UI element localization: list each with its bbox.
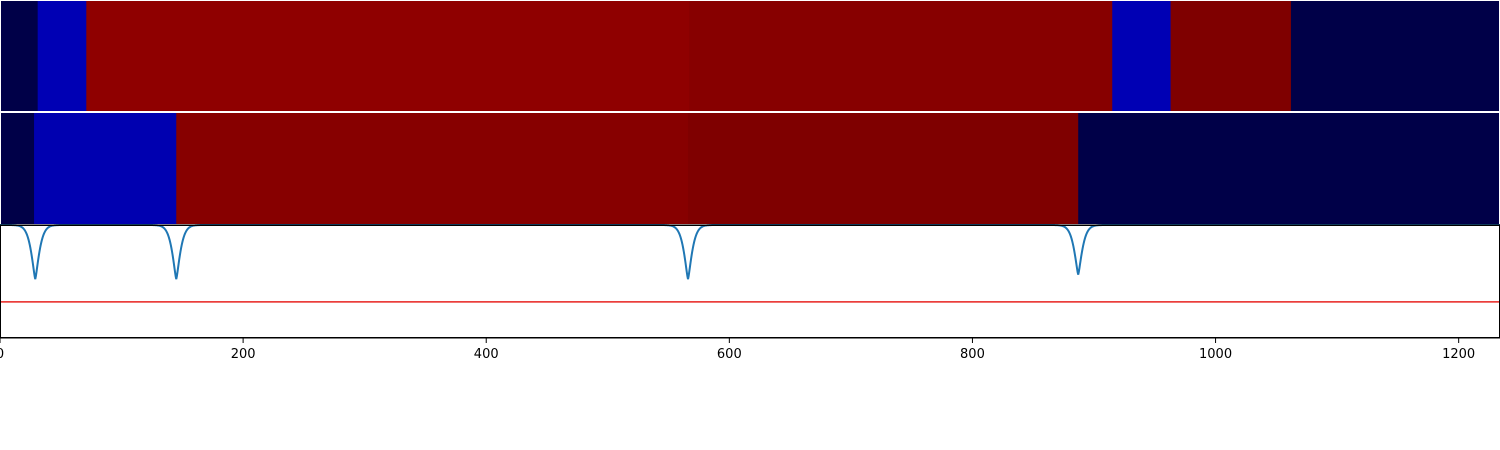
heatmap-segment — [86, 0, 690, 112]
heatmap-segment — [689, 0, 1113, 112]
heatmap-segment — [37, 0, 87, 112]
heatmap-segment — [1078, 112, 1500, 225]
heatmap-segment — [1112, 0, 1172, 112]
line-plot-panel: 0 200 400 600 800 1000 1200 — [0, 224, 1500, 362]
x-tick-label: 600 — [717, 347, 742, 362]
heatmap-segment — [176, 112, 689, 225]
x-tick-label: 200 — [231, 347, 256, 362]
heatmap-segment — [1170, 0, 1292, 112]
x-tick-label: 0 — [0, 347, 4, 362]
heatmap-segment — [0, 112, 35, 225]
middle-heatmap-panel — [0, 112, 1500, 225]
x-tick-label: 800 — [960, 347, 985, 362]
heatmap-segment — [0, 0, 39, 112]
heatmap-segment — [1290, 0, 1500, 112]
x-tick-label: 400 — [474, 347, 499, 362]
signal-line — [0, 224, 1500, 280]
heatmap-segment — [34, 112, 177, 225]
heatmap-segment — [688, 112, 1079, 225]
x-tick-label: 1000 — [1199, 347, 1232, 362]
panel-frame — [0, 225, 1500, 338]
top-heatmap-panel — [0, 0, 1500, 112]
x-tick-label: 1200 — [1442, 347, 1475, 362]
